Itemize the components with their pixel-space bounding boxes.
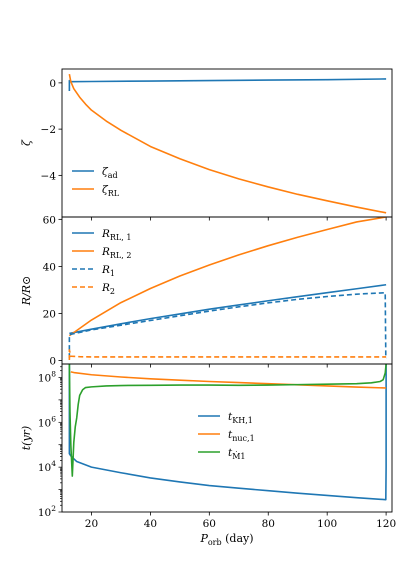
y-tick-label-middle-2: 40 [43, 261, 56, 273]
series-line-top-0 [68, 78, 387, 91]
legend-label-bottom-2: tṀ1 [228, 447, 246, 461]
y-tick-label-top-2: −4 [41, 170, 57, 182]
legend-label-top-0: ζad [102, 166, 118, 180]
series-line-top-1 [68, 73, 387, 214]
series-line-bottom-0 [68, 364, 387, 501]
legend-label-bottom-1: tnuc,1 [228, 429, 255, 443]
panel-radius: 0 20 40 60 R/R⊙ RRL, 1 RRL, 2 R1 R2 [20, 214, 393, 368]
y-tick-label-bottom-0: 102 [38, 504, 56, 519]
series-line-middle-1 [68, 217, 387, 337]
x-tick-label-3: 80 [262, 518, 275, 530]
legend-label-middle-0: RRL, 1 [101, 228, 131, 242]
legend-label-middle-3: R2 [101, 282, 115, 296]
y-tick-label-bottom-2: 106 [38, 414, 56, 429]
legend-label-bottom-0: tKH,1 [228, 411, 253, 425]
y-tick-label-middle-3: 60 [43, 214, 56, 226]
series-line-middle-0 [69, 283, 387, 335]
legend-label-top-1: ζRL [102, 184, 120, 198]
legend-middle: RRL, 1 RRL, 2 R1 R2 [72, 228, 131, 296]
x-tick-label-4: 100 [317, 518, 337, 530]
x-tick-label-1: 40 [144, 518, 157, 530]
y-tick-label-bottom-3: 108 [38, 369, 56, 384]
y-axis-label-bottom: t(yr) [20, 426, 33, 450]
y-tick-label-middle-1: 20 [43, 308, 56, 320]
y-tick-label-top-1: −2 [41, 124, 56, 136]
y-axis-label-middle: R/R⊙ [20, 276, 33, 307]
legend-label-middle-2: R1 [101, 264, 115, 278]
legend-label-middle-1: RRL, 2 [101, 246, 131, 260]
y-tick-label-bottom-1: 104 [38, 459, 56, 474]
x-tick-label-2: 60 [203, 518, 216, 530]
x-axis-label: Porb (day) [199, 532, 253, 547]
y-axis-label-top: ζ [20, 139, 33, 146]
x-tick-label-0: 20 [85, 518, 98, 530]
series-line-middle-3 [68, 349, 387, 360]
legend-bottom: tKH,1 tnuc,1 tṀ1 [198, 411, 255, 461]
y-tick-label-top-0: 0 [49, 78, 56, 90]
series-line-bottom-2 [68, 364, 387, 477]
series-line-bottom-1 [70, 371, 387, 389]
series-line-middle-2 [68, 291, 387, 359]
y-tick-label-middle-0: 0 [49, 355, 56, 367]
legend-top: ζad ζRL [72, 166, 120, 198]
panel-timescale: 102 104 106 108 t(yr) tKH,1 tnuc,1 tṀ1 20 40 60 80 1… [20, 363, 396, 547]
x-tick-label-5: 120 [376, 518, 396, 530]
panel-zeta: 0 −2 −4 ζ ζad ζRL [20, 68, 393, 221]
